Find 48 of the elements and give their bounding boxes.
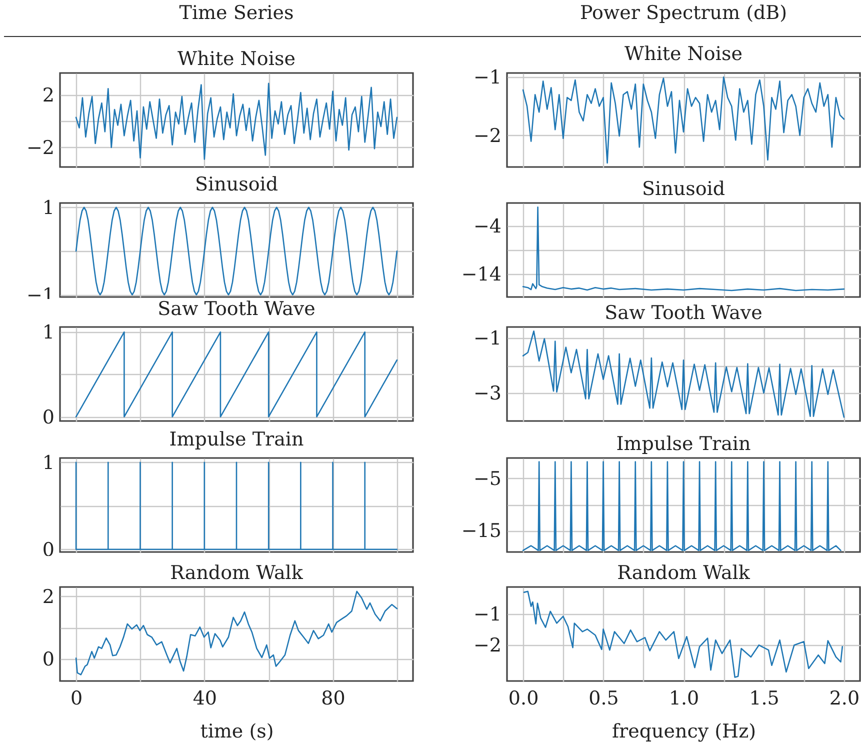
x-tick-label: 80 <box>321 688 346 710</box>
text: Power Spectrum (dB) <box>578 2 788 24</box>
chart-title: Sinusoid <box>195 173 278 196</box>
x-axis-title: time (s) <box>200 720 274 742</box>
chart-title: Saw Tooth Wave <box>604 302 762 324</box>
y-tick-label: 0 <box>42 406 54 428</box>
chart-title: Sinusoid <box>642 178 725 200</box>
x-axis-title: frequency (Hz) <box>612 720 756 742</box>
y-tick-label: 2 <box>42 586 54 608</box>
chart-title: Impulse Train <box>169 428 304 450</box>
y-tick-label: −2 <box>473 634 502 657</box>
y-tick-label: 0 <box>42 648 54 671</box>
line-series <box>75 590 398 676</box>
y-tick-label: −2 <box>26 136 54 159</box>
chart-title: Saw Tooth Wave <box>158 298 316 320</box>
y-tick-label: 0 <box>42 538 54 561</box>
x-tick-label: 0 <box>70 688 83 710</box>
y-tick-label: −14 <box>461 264 502 286</box>
y-tick-label: −4 <box>473 215 502 238</box>
chart-title: Impulse Train <box>616 433 751 455</box>
x-tick-label: 40 <box>192 688 218 710</box>
y-tick-label: 1 <box>42 322 54 344</box>
line-series <box>75 82 398 160</box>
line-series <box>75 206 398 296</box>
chart-title: White Noise <box>178 48 296 70</box>
chart-title: White Noise <box>624 43 742 66</box>
line-series <box>522 206 845 292</box>
chart-title: Random Walk <box>170 562 304 584</box>
x-tick-label: 1.0 <box>668 688 700 710</box>
y-tick-label: −1 <box>473 66 502 89</box>
y-tick-label: 1 <box>42 196 54 219</box>
y-tick-label: −3 <box>473 382 502 405</box>
y-tick-label: −15 <box>461 520 502 542</box>
y-tick-label: −2 <box>473 124 502 147</box>
x-tick-label: 0.0 <box>508 688 539 710</box>
y-tick-label: −5 <box>473 468 502 490</box>
chart-title: Random Walk <box>617 562 750 584</box>
text: Time Series <box>178 2 295 24</box>
y-tick-label: −1 <box>473 603 502 626</box>
line-series <box>522 76 845 164</box>
x-tick-label: 1.5 <box>749 688 780 710</box>
line-series <box>523 590 843 678</box>
x-tick-label: 2.0 <box>829 688 860 710</box>
y-tick-label: −1 <box>473 328 502 350</box>
line-series <box>522 330 845 418</box>
y-tick-label: 1 <box>42 452 54 474</box>
x-tick-label: 0.5 <box>588 688 619 710</box>
y-tick-label: 2 <box>42 84 54 107</box>
